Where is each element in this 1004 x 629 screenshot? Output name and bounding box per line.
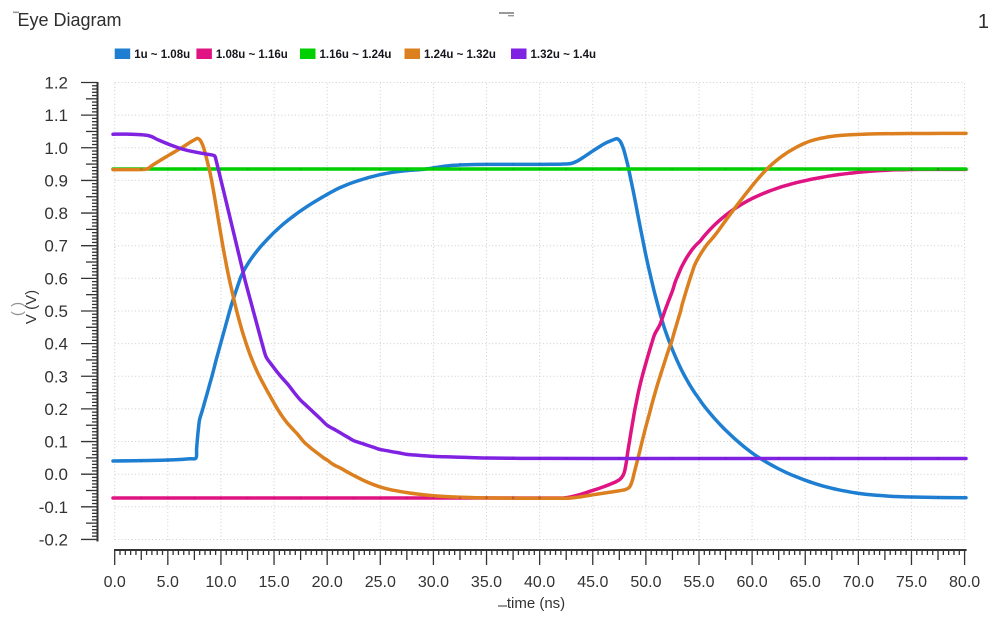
svg-text:5.0: 5.0: [157, 574, 179, 591]
svg-text:-0.1: -0.1: [39, 498, 68, 517]
svg-text:Eye Diagram: Eye Diagram: [18, 10, 122, 30]
svg-text:0.4: 0.4: [44, 335, 68, 354]
svg-text:0.8: 0.8: [44, 204, 68, 223]
svg-text:40.0: 40.0: [524, 574, 555, 591]
svg-text:0.2: 0.2: [44, 400, 68, 419]
svg-text:10.0: 10.0: [205, 574, 236, 591]
svg-text:1: 1: [978, 11, 989, 33]
svg-text:0.6: 0.6: [44, 269, 68, 288]
svg-text:1.0: 1.0: [44, 139, 68, 158]
svg-text:20.0: 20.0: [312, 574, 343, 591]
svg-text:1u ~ 1.08u: 1u ~ 1.08u: [134, 49, 190, 61]
svg-text:55.0: 55.0: [683, 574, 714, 591]
svg-text:60.0: 60.0: [737, 574, 768, 591]
svg-text:V (V): V (V): [23, 290, 40, 324]
svg-text:-0.2: -0.2: [39, 531, 68, 550]
svg-text:1.32u ~ 1.4u: 1.32u ~ 1.4u: [531, 49, 597, 61]
svg-text:( ): ( ): [9, 302, 26, 316]
svg-text:0.7: 0.7: [44, 237, 68, 256]
svg-text:1.1: 1.1: [44, 106, 68, 125]
svg-text:time (ns): time (ns): [507, 595, 565, 612]
svg-text:1.24u ~ 1.32u: 1.24u ~ 1.32u: [424, 49, 496, 61]
svg-text:0.0: 0.0: [104, 574, 126, 591]
svg-text:1.16u ~ 1.24u: 1.16u ~ 1.24u: [320, 49, 392, 61]
svg-text:25.0: 25.0: [365, 574, 396, 591]
svg-text:50.0: 50.0: [630, 574, 661, 591]
svg-text:0.5: 0.5: [44, 302, 68, 321]
svg-text:80.0: 80.0: [949, 574, 980, 591]
svg-text:15.0: 15.0: [259, 574, 290, 591]
svg-text:45.0: 45.0: [577, 574, 608, 591]
svg-text:1.08u ~ 1.16u: 1.08u ~ 1.16u: [216, 49, 288, 61]
svg-text:65.0: 65.0: [790, 574, 821, 591]
svg-text:0.0: 0.0: [44, 465, 68, 484]
svg-text:0.3: 0.3: [44, 367, 68, 386]
svg-text:0.1: 0.1: [44, 433, 68, 452]
svg-text:35.0: 35.0: [471, 574, 502, 591]
svg-text:0.9: 0.9: [44, 171, 68, 190]
svg-text:70.0: 70.0: [843, 574, 874, 591]
svg-text:30.0: 30.0: [418, 574, 449, 591]
svg-text:1.2: 1.2: [44, 74, 68, 93]
svg-text:75.0: 75.0: [896, 574, 927, 591]
